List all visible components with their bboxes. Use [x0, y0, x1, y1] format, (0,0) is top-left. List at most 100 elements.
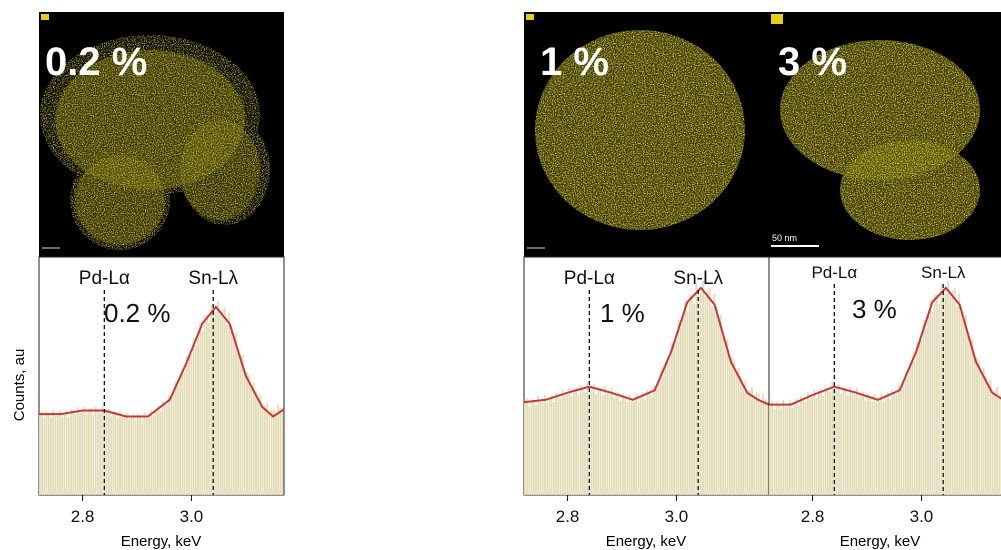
histogram-bar [266, 403, 268, 495]
histogram-bar [744, 379, 747, 495]
histogram-bar [978, 360, 981, 495]
histogram-bar [172, 392, 175, 495]
histogram-bar [867, 393, 869, 495]
histogram-bar [170, 398, 173, 495]
histogram-bar [922, 320, 925, 495]
histogram-bar [559, 398, 562, 495]
histogram-bar [165, 405, 168, 495]
histogram-bar [735, 374, 738, 495]
histogram-bar [775, 401, 778, 495]
histogram-bar [679, 327, 682, 495]
histogram-bar [659, 370, 662, 495]
histogram-bar [161, 401, 164, 495]
scale-bar-label-3: 50 nm [772, 233, 797, 243]
histogram-bar [947, 280, 949, 495]
histogram-bar [76, 407, 79, 495]
histogram-bar [773, 409, 776, 495]
histogram-bar [595, 393, 598, 495]
histogram-bar [985, 376, 987, 495]
x-ticks-2: 2.8 3.0 [556, 495, 689, 526]
histogram-bar [114, 412, 117, 495]
histogram-bar [105, 411, 108, 495]
histogram-bar [573, 389, 575, 495]
histogram-bar [737, 367, 740, 495]
histogram-bar [936, 294, 938, 495]
histogram-bar [860, 394, 863, 495]
histogram-bar [237, 350, 240, 495]
histogram-bar [230, 324, 233, 495]
histogram-bar [642, 392, 644, 495]
histogram-bar [722, 334, 725, 495]
marker-label: Sn-Lλ [188, 268, 238, 289]
histogram-bar [650, 395, 653, 495]
histogram-bar [657, 382, 660, 495]
histogram-bar [728, 360, 731, 495]
x-axis-label-3: Energy, keV [840, 533, 921, 550]
histogram-bar [793, 402, 796, 495]
histogram-bar [174, 381, 177, 495]
histogram-bar [99, 413, 101, 495]
histogram-bar [141, 419, 144, 495]
histogram-bar [780, 408, 782, 495]
histogram-bar [880, 393, 883, 495]
histogram-bar [101, 406, 104, 495]
histogram-bar [92, 414, 95, 495]
histogram-bar [820, 389, 823, 495]
histogram-bar [875, 401, 878, 495]
histogram-bar [662, 376, 664, 495]
histogram-bar [159, 411, 162, 495]
histogram-bar [666, 357, 669, 495]
histogram-bar [918, 343, 921, 495]
histogram-bar [208, 323, 211, 495]
histogram-bar [552, 401, 555, 495]
histogram-bars-1 [39, 300, 284, 495]
histogram-bar [74, 414, 77, 495]
histogram-bar [555, 392, 557, 495]
histogram-bar [913, 361, 916, 495]
histogram-bar [704, 296, 707, 495]
histogram-bar [70, 409, 72, 495]
x-ticks-3: 2.8 3.0 [801, 495, 933, 526]
x-axis-label-2: Energy, keV [606, 533, 687, 550]
histogram-bar [675, 340, 678, 495]
histogram-bar [143, 412, 146, 495]
histogram-bar [757, 393, 760, 495]
histogram-bar [272, 409, 275, 495]
histogram-bar [130, 416, 133, 495]
histogram-bar [933, 294, 936, 495]
histogram-bar [949, 296, 952, 495]
histogram-bar [50, 417, 52, 495]
histogram-bar [624, 396, 627, 495]
histogram-bar [862, 391, 865, 495]
histogram-bar [530, 398, 533, 495]
histogram-bar [648, 392, 651, 495]
histogram-bar [813, 389, 816, 495]
histogram-bar [622, 393, 624, 495]
histogram-bar [884, 395, 887, 495]
histogram-bar [882, 401, 885, 495]
histogram-bar [806, 392, 809, 495]
histogram-bar [786, 406, 789, 495]
histogram-bar [769, 404, 771, 495]
histogram-bar [608, 395, 611, 495]
histogram-bar [855, 387, 858, 495]
histogram-bar [858, 397, 860, 495]
histogram-bar [762, 393, 765, 495]
histogram-bar [864, 400, 867, 495]
histogram-bar [907, 376, 909, 495]
histogram-bar [148, 416, 150, 495]
histogram-bar [695, 283, 698, 495]
histogram-bar [635, 393, 638, 495]
histogram-bar [804, 401, 807, 495]
map-tag-3 [771, 14, 783, 24]
histogram-bar [168, 395, 170, 495]
x-tick-label: 3.0 [665, 507, 689, 526]
histogram-bar [79, 413, 81, 495]
histogram-bar [232, 339, 235, 495]
x-ticks-1: 2.8 3.0 [71, 495, 203, 526]
histogram-bar [818, 390, 820, 495]
histogram-bar [904, 370, 907, 495]
histogram-bar [962, 322, 965, 495]
histogram-bar [41, 411, 44, 495]
histogram-bar [639, 395, 642, 495]
